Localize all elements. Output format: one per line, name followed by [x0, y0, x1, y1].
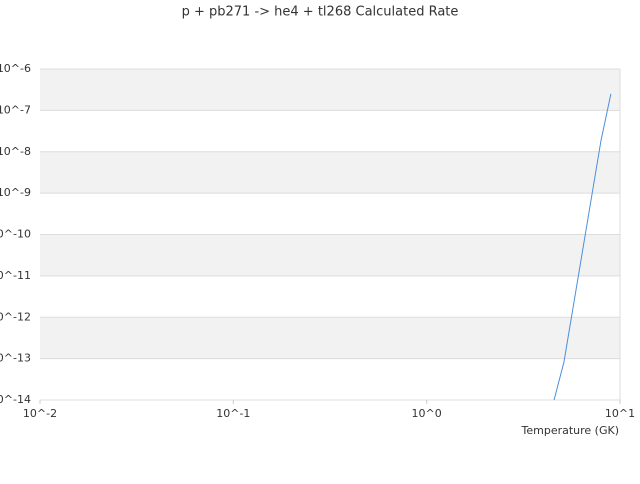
x-tick-label: 10^-1 — [216, 407, 250, 420]
band — [40, 69, 620, 111]
line-series — [553, 93, 612, 400]
y-tick-label: 10^-10 — [0, 228, 31, 241]
y-tick-label: 10^-9 — [0, 186, 31, 199]
y-tick-label: 10^-6 — [0, 62, 31, 75]
chart-title: p + pb271 -> he4 + tl268 Calculated Rate — [182, 5, 459, 20]
y-tick-label: 10^-8 — [0, 145, 31, 158]
y-tick-label: 10^-7 — [0, 103, 31, 116]
x-tick-label: 10^1 — [605, 407, 635, 420]
band — [40, 234, 620, 276]
y-tick-label: 10^-12 — [0, 310, 31, 323]
band — [40, 151, 620, 194]
y-tick-label: 10^-11 — [0, 269, 31, 282]
y-tick-label: 10^-14 — [0, 393, 31, 406]
y-tick-label: 10^-13 — [0, 352, 31, 365]
x-tick-label: 10^0 — [412, 407, 442, 420]
band — [40, 317, 620, 359]
x-axis-label: Temperature (GK) — [521, 424, 620, 437]
x-tick-label: 10^-2 — [23, 407, 57, 420]
